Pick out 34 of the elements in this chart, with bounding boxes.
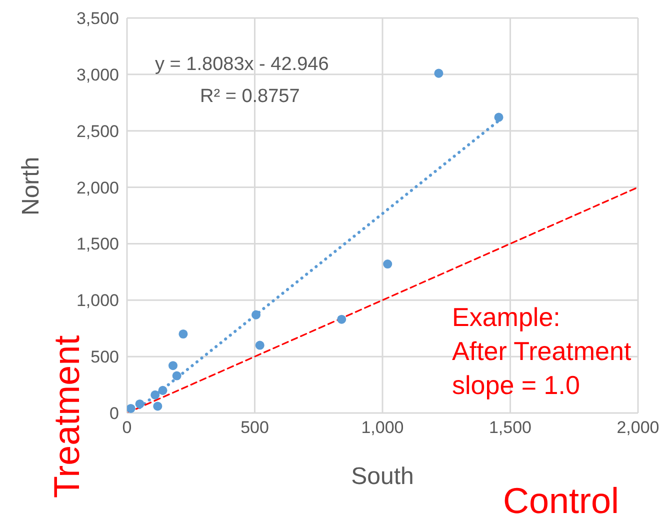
text: Treatment: [46, 335, 88, 498]
annotation: R² = 0.8757: [200, 86, 300, 108]
y-tick-label: 1,000: [76, 291, 119, 310]
point: [150, 390, 160, 400]
point: [135, 399, 144, 408]
point: [434, 68, 444, 78]
y-tick-label: 0: [110, 404, 119, 424]
y-axis-title: North: [18, 156, 45, 216]
annotation: Example: After Treatment slope = 1.0: [452, 301, 632, 402]
x-tick-label: 500: [240, 418, 269, 438]
point: [255, 340, 264, 350]
point: [153, 402, 162, 411]
text: Control: [503, 480, 620, 516]
point: [172, 371, 182, 380]
annotation: y = 1.8083x - 42.946: [155, 54, 329, 76]
point: [252, 310, 261, 320]
y-tick-label: 3,000: [76, 65, 119, 84]
y-tick-label: 3,500: [76, 9, 119, 28]
x-tick-label: 1,000: [361, 418, 404, 438]
y-tick-label: 500: [90, 348, 119, 367]
x-tick-label: 2,000: [616, 418, 660, 438]
point: [383, 260, 392, 269]
y-tick-label: 2,000: [76, 178, 119, 198]
point: [158, 386, 168, 395]
x-tick-label: 0: [122, 418, 132, 438]
point: [127, 404, 136, 413]
y-tick-label: 2,500: [76, 122, 119, 141]
y-tick-label: 1,500: [76, 234, 119, 254]
x-axis-title: South: [351, 463, 414, 490]
x-tick-label: 1,500: [488, 418, 532, 438]
point: [337, 314, 346, 324]
point: [168, 361, 178, 370]
point: [178, 329, 188, 339]
point: [494, 112, 504, 122]
